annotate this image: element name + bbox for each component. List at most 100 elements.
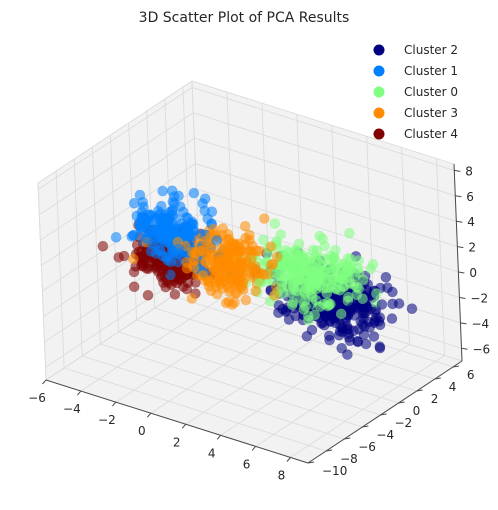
x-tick-label: 4 xyxy=(208,446,216,460)
grid-line xyxy=(91,146,101,345)
z-tick-label: 6 xyxy=(466,190,474,204)
scatter-point-0 xyxy=(306,324,318,336)
x-tick-mark xyxy=(251,446,256,451)
scatter-point-2 xyxy=(306,291,318,303)
scatter-point-2 xyxy=(351,281,363,293)
scatter-point-2 xyxy=(292,282,304,293)
scatter-point-4 xyxy=(136,246,147,258)
y-tick-label: 2 xyxy=(431,392,439,406)
x-tick-mark xyxy=(77,390,82,396)
scatter-point-2 xyxy=(357,293,368,305)
z-tick-label: −4 xyxy=(472,317,490,331)
scatter-point-3 xyxy=(269,289,280,301)
grid-line xyxy=(255,344,410,447)
scatter-point-1 xyxy=(188,225,200,237)
scatter-point-2 xyxy=(277,261,289,273)
scatter-point-2 xyxy=(310,252,322,263)
scatter-point-1 xyxy=(134,189,146,201)
scatter-point-0 xyxy=(393,298,405,309)
scatter-point-0 xyxy=(283,314,295,325)
legend-marker-3 xyxy=(373,107,385,119)
scatter-point-3 xyxy=(189,255,200,267)
scatter-point-0 xyxy=(333,329,345,341)
scatter-point-3 xyxy=(258,213,270,224)
scatter-point-2 xyxy=(328,251,340,263)
scatter-point-2 xyxy=(344,227,355,239)
scatter-point-4 xyxy=(128,281,140,293)
x-tick-label: 0 xyxy=(138,424,146,438)
grid-line xyxy=(37,182,47,381)
scatter-point-2 xyxy=(275,229,287,240)
scatter-point-1 xyxy=(150,248,162,259)
scatter-point-1 xyxy=(180,221,191,233)
legend-label-2: Cluster 0 xyxy=(404,85,458,99)
scatter-point-0 xyxy=(376,299,388,310)
grid-line xyxy=(194,137,457,222)
z-tick-mark xyxy=(454,169,461,172)
scatter-point-2 xyxy=(286,299,298,311)
scatter-point-2 xyxy=(290,246,302,257)
grid-line xyxy=(185,321,340,425)
z-tick-mark xyxy=(455,195,462,198)
scatter-point-3 xyxy=(203,276,215,288)
x-tick-mark xyxy=(286,457,291,462)
grid-line xyxy=(290,355,445,458)
legend-label-1: Cluster 1 xyxy=(404,64,458,78)
scatter-point-0 xyxy=(386,313,398,324)
scatter-point-3 xyxy=(234,262,246,273)
x-tick-mark xyxy=(216,434,222,440)
grid-line xyxy=(38,87,193,190)
scatter-point-3 xyxy=(229,297,240,308)
scatter-point-3 xyxy=(222,280,233,291)
scatter-point-2 xyxy=(309,273,320,285)
y-tick-mark xyxy=(307,461,315,464)
grid-line xyxy=(195,163,458,248)
z-tick-label: 4 xyxy=(467,215,475,229)
z-tick-mark xyxy=(457,246,464,249)
z-tick-label: 0 xyxy=(469,266,477,280)
scatter-point-1 xyxy=(136,212,147,223)
x-tick-mark xyxy=(181,423,187,429)
scatter-point-4 xyxy=(118,250,130,262)
scatter-point-4 xyxy=(157,265,169,277)
legend-label-4: Cluster 4 xyxy=(404,127,458,141)
scatter-point-3 xyxy=(239,220,251,232)
x-tick-label: 8 xyxy=(278,469,286,483)
scatter-point-2 xyxy=(298,262,310,273)
y-tick-label: −8 xyxy=(340,452,358,466)
chart-title: 3D Scatter Plot of PCA Results xyxy=(139,10,350,26)
scatter-point-2 xyxy=(353,267,365,279)
scatter-point-2 xyxy=(257,234,269,246)
scatter-point-4 xyxy=(178,281,189,292)
grid-line xyxy=(40,137,195,241)
scatter-point-3 xyxy=(211,288,223,300)
scatter-point-1 xyxy=(172,248,183,260)
grid-line xyxy=(100,343,363,428)
grid-line xyxy=(82,355,345,440)
z-tick-label: 2 xyxy=(468,241,476,255)
grid-line xyxy=(63,367,327,452)
grid-line xyxy=(73,158,83,357)
scatter-point-3 xyxy=(212,258,224,270)
scatter-point-4 xyxy=(158,277,169,288)
scatter-point-1 xyxy=(162,254,173,266)
grid-line xyxy=(193,112,456,197)
scatter-point-3 xyxy=(128,253,139,265)
scatter-point-1 xyxy=(164,227,176,238)
z-tick-label: −2 xyxy=(470,292,488,306)
scatter-point-3 xyxy=(216,242,227,254)
y-tick-label: −6 xyxy=(358,440,376,454)
x-tick-label: −6 xyxy=(28,391,46,405)
scatter-point-3 xyxy=(239,239,251,251)
legend: Cluster 2 Cluster 1 Cluster 0 Cluster 3 Clus… xyxy=(373,43,458,141)
scatter-point-2 xyxy=(309,309,321,321)
x-tick-label: 6 xyxy=(243,457,251,471)
scatter-point-2 xyxy=(335,272,347,284)
grid-line xyxy=(192,86,455,171)
y-tick-mark xyxy=(344,437,351,440)
grid-line xyxy=(136,319,399,404)
scatter-point-0 xyxy=(374,342,386,354)
grid-line xyxy=(196,188,459,273)
grid-line xyxy=(146,110,156,309)
